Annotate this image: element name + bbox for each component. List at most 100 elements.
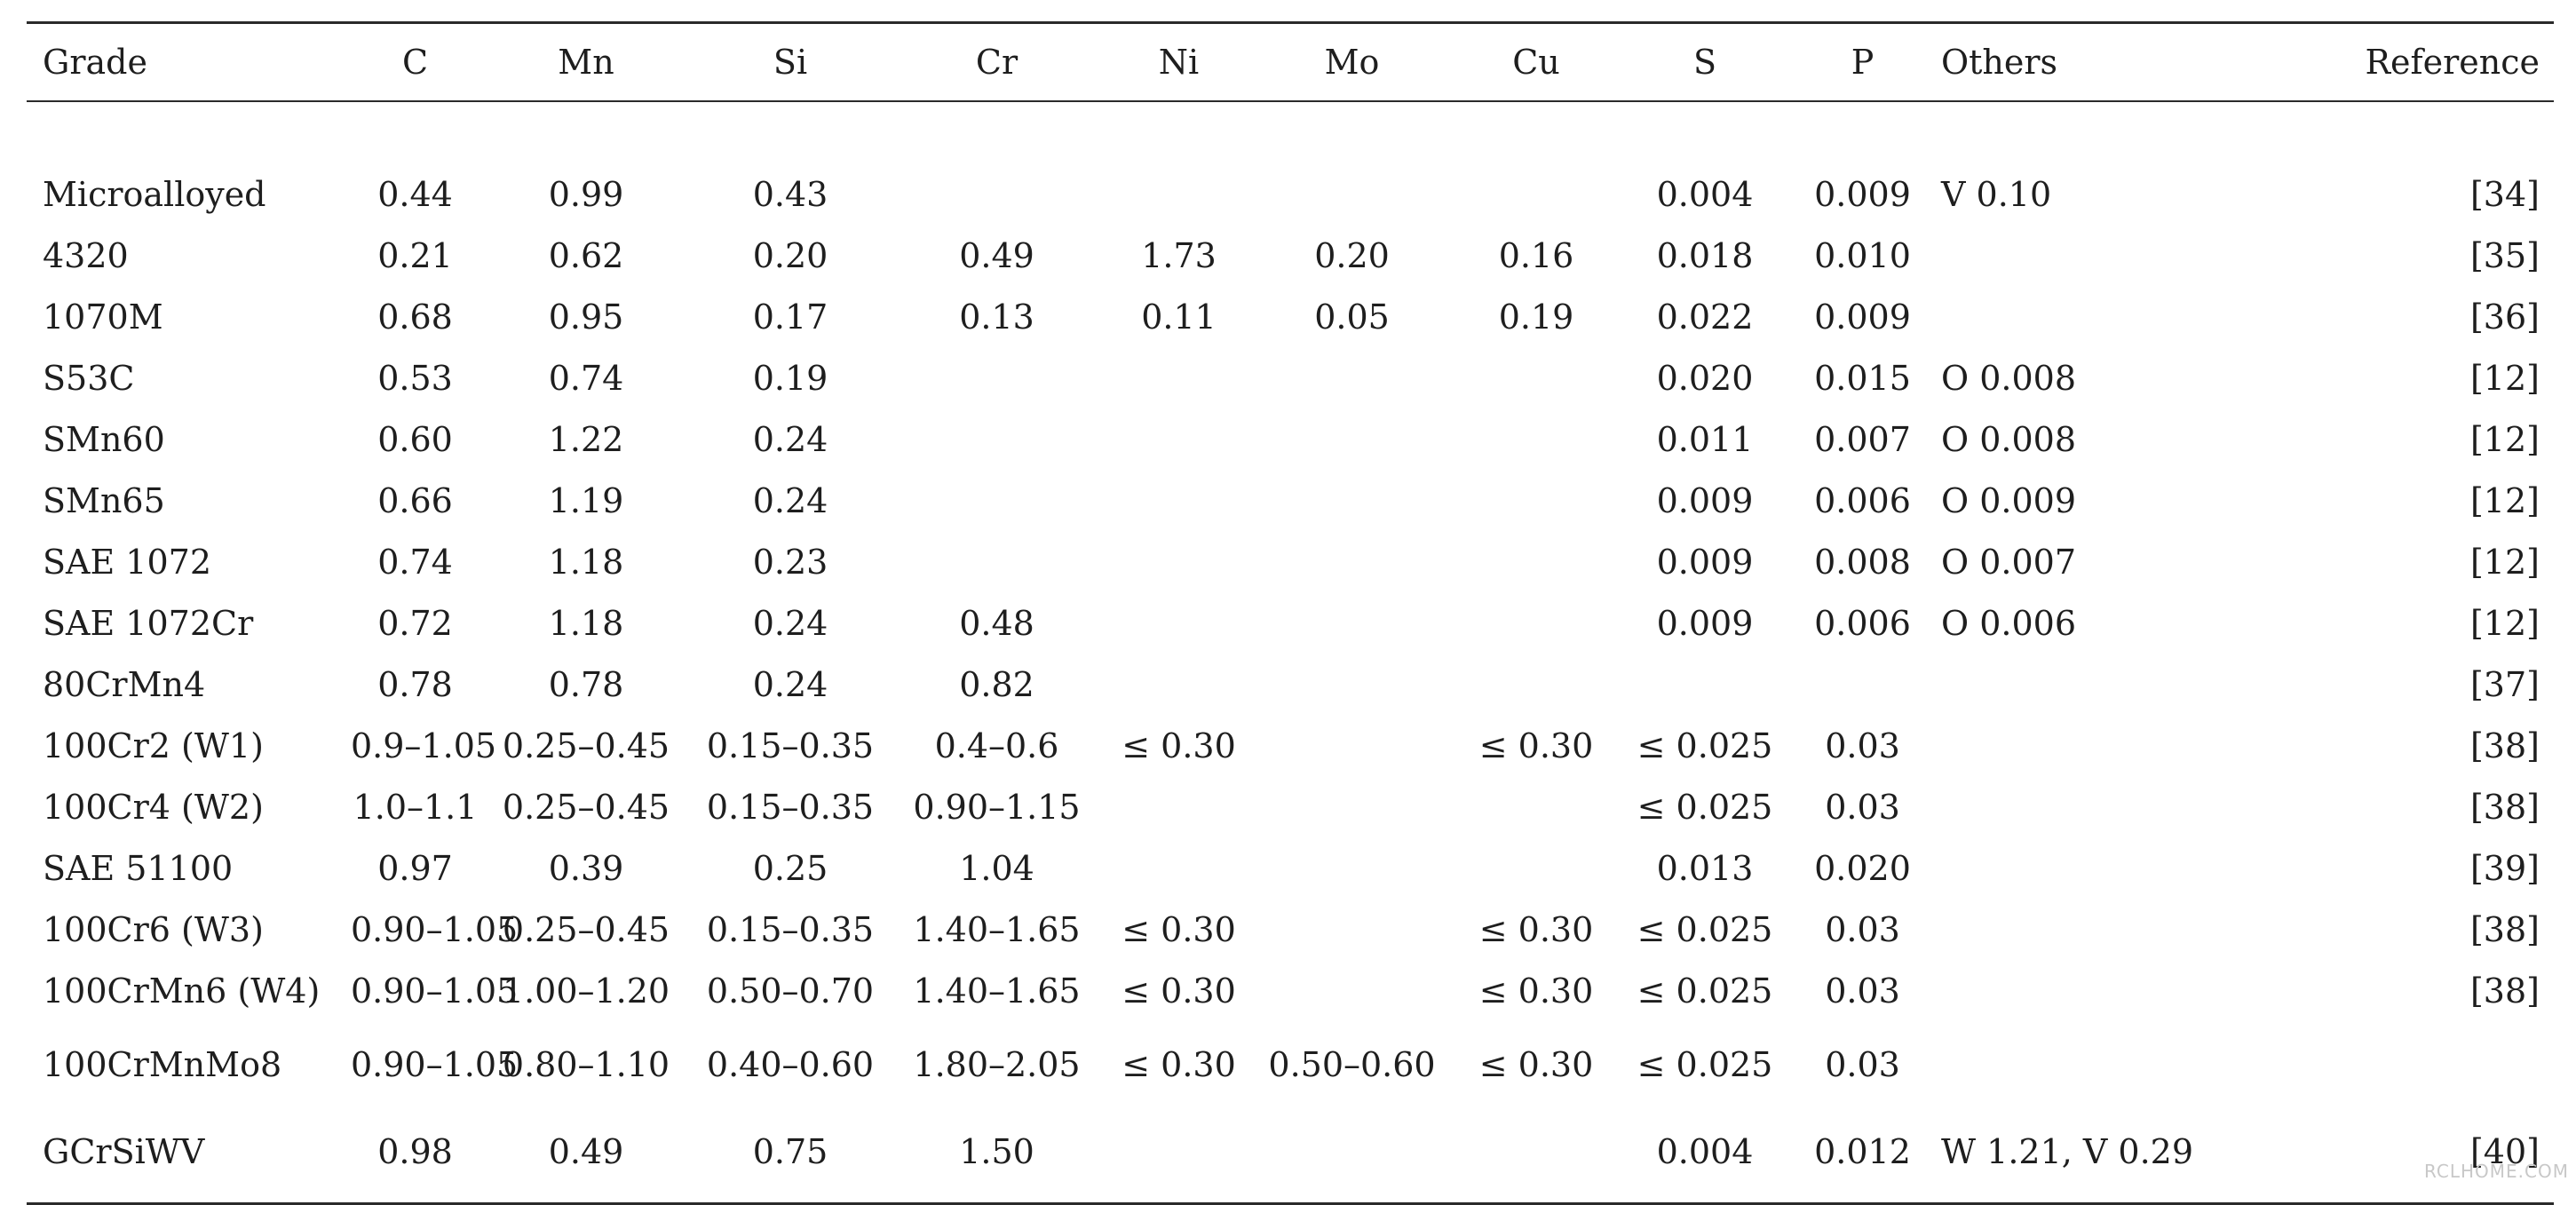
header-c: C xyxy=(401,43,429,82)
cell-cr: 1.80–2.05 xyxy=(913,1045,1081,1084)
header-mo: Mo xyxy=(1324,43,1380,82)
cell-others xyxy=(1936,1021,2245,1108)
cell-others xyxy=(1936,286,2245,347)
cell-mn: 0.99 xyxy=(548,174,624,214)
cell-si: 0.15–0.35 xyxy=(706,787,875,827)
cell-grade: Microalloyed xyxy=(43,174,266,214)
cell-cu: ≤ 0.30 xyxy=(1478,725,1594,765)
header-p: P xyxy=(1851,43,1875,82)
cell-reference: [36] xyxy=(2469,297,2540,337)
cell-si: 0.40–0.60 xyxy=(706,1045,875,1084)
cell-c: 0.78 xyxy=(377,664,453,704)
cell-grade: SMn65 xyxy=(43,480,165,520)
cell-s: 0.009 xyxy=(1656,542,1754,582)
cell-mn: 0.62 xyxy=(548,235,624,275)
cell-c: 0.66 xyxy=(377,480,453,520)
table-row: SAE 1072 0.74 1.18 0.23 0.009 0.008 O 0.007 [12… xyxy=(27,531,2554,592)
cell-grade: 100Cr4 (W2) xyxy=(43,787,264,827)
cell-si: 0.75 xyxy=(752,1132,828,1171)
cell-cr xyxy=(888,470,1106,531)
composition-table-container: Grade C Mn Si Cr Ni Mo Cu S P Others Reference Micr… xyxy=(27,21,2554,1205)
cell-reference: [39] xyxy=(2469,848,2540,888)
cell-ni xyxy=(1106,470,1252,531)
cell-s: 0.004 xyxy=(1656,1132,1754,1171)
cell-p xyxy=(1789,654,1936,715)
header-si: Si xyxy=(773,43,808,82)
cell-mn: 0.80–1.10 xyxy=(502,1045,670,1084)
cell-reference: [12] xyxy=(2469,480,2540,520)
cell-si: 0.50–0.70 xyxy=(706,971,875,1011)
cell-grade: SAE 1072Cr xyxy=(43,603,254,643)
cell-cr: 1.40–1.65 xyxy=(913,971,1081,1011)
header-grade: Grade xyxy=(43,43,147,82)
cell-ni: 1.73 xyxy=(1141,235,1217,275)
cell-p: 0.006 xyxy=(1814,480,1911,520)
cell-ni xyxy=(1106,163,1252,225)
cell-others: O 0.009 xyxy=(1941,480,2077,520)
cell-grade: 1070M xyxy=(43,297,163,337)
cell-ni: ≤ 0.30 xyxy=(1122,971,1236,1011)
cell-c: 0.53 xyxy=(377,358,453,398)
cell-cr: 0.49 xyxy=(959,235,1034,275)
cell-s: 0.009 xyxy=(1656,480,1754,520)
cell-others xyxy=(1936,899,2245,960)
cell-mo xyxy=(1252,899,1452,960)
cell-p: 0.03 xyxy=(1825,909,1900,949)
cell-cr xyxy=(888,531,1106,592)
cell-si: 0.17 xyxy=(752,297,828,337)
cell-c: 0.21 xyxy=(377,235,453,275)
cell-grade: 100Cr2 (W1) xyxy=(43,725,264,765)
table-row: S53C 0.53 0.74 0.19 0.020 0.015 O 0.008 [12] xyxy=(27,347,2554,408)
cell-grade: SAE 1072 xyxy=(43,542,211,582)
cell-s: ≤ 0.025 xyxy=(1637,1045,1773,1084)
cell-p: 0.03 xyxy=(1825,971,1900,1011)
cell-mn: 0.25–0.45 xyxy=(502,909,670,949)
table-row: 4320 0.21 0.62 0.20 0.49 1.73 0.20 0.16 0.018 0.0… xyxy=(27,225,2554,286)
cell-s: 0.020 xyxy=(1656,358,1754,398)
cell-cr: 0.13 xyxy=(959,297,1034,337)
header-row: Grade C Mn Si Cr Ni Mo Cu S P Others Reference xyxy=(27,24,2554,100)
table-row: 100Cr2 (W1) 0.9–1.05 0.25–0.45 0.15–0.35 0.4… xyxy=(27,715,2554,776)
cell-cr xyxy=(888,163,1106,225)
table-row: Microalloyed 0.44 0.99 0.43 0.004 0.009 V 0.10… xyxy=(27,163,2554,225)
table-row: 1070M 0.68 0.95 0.17 0.13 0.11 0.05 0.19 0.022 0.… xyxy=(27,286,2554,347)
cell-grade: SAE 51100 xyxy=(43,848,234,888)
cell-cu: ≤ 0.30 xyxy=(1478,971,1594,1011)
table-row: SMn60 0.60 1.22 0.24 0.011 0.007 O 0.008 [12] xyxy=(27,408,2554,470)
cell-cu: ≤ 0.30 xyxy=(1478,909,1594,949)
cell-cr xyxy=(888,408,1106,470)
cell-ni xyxy=(1106,592,1252,654)
cell-si: 0.15–0.35 xyxy=(706,909,875,949)
cell-grade: 80CrMn4 xyxy=(43,664,206,704)
composition-table: Grade C Mn Si Cr Ni Mo Cu S P Others Reference xyxy=(27,24,2554,100)
cell-mn: 0.25–0.45 xyxy=(502,787,670,827)
cell-others: V 0.10 xyxy=(1941,174,2052,214)
cell-others xyxy=(1936,654,2245,715)
header-ni: Ni xyxy=(1158,43,1200,82)
table-row: GCrSiWV 0.98 0.49 0.75 1.50 0.004 0.012 W 1.21,… xyxy=(27,1108,2554,1195)
header-cu: Cu xyxy=(1512,43,1560,82)
cell-grade: GCrSiWV xyxy=(43,1132,205,1171)
cell-cu xyxy=(1452,470,1621,531)
cell-c: 0.60 xyxy=(377,419,453,459)
cell-s xyxy=(1621,654,1789,715)
cell-s: 0.004 xyxy=(1656,174,1754,214)
cell-reference: [34] xyxy=(2469,174,2540,214)
cell-p: 0.008 xyxy=(1814,542,1911,582)
cell-mo xyxy=(1252,654,1452,715)
cell-others: O 0.006 xyxy=(1941,603,2077,643)
cell-cu: 0.19 xyxy=(1498,297,1574,337)
cell-mn: 1.19 xyxy=(548,480,624,520)
cell-si: 0.24 xyxy=(752,419,828,459)
cell-c: 0.90–1.05 xyxy=(351,971,519,1011)
cell-mo xyxy=(1252,408,1452,470)
cell-mo: 0.50–0.60 xyxy=(1268,1045,1436,1084)
cell-grade: S53C xyxy=(43,358,135,398)
header-others: Others xyxy=(1941,43,2058,82)
cell-mo xyxy=(1252,776,1452,837)
cell-mo xyxy=(1252,1108,1452,1195)
cell-reference: [38] xyxy=(2469,909,2540,949)
cell-si: 0.19 xyxy=(752,358,828,398)
cell-cu xyxy=(1452,776,1621,837)
cell-reference: [40] xyxy=(2469,1132,2540,1171)
